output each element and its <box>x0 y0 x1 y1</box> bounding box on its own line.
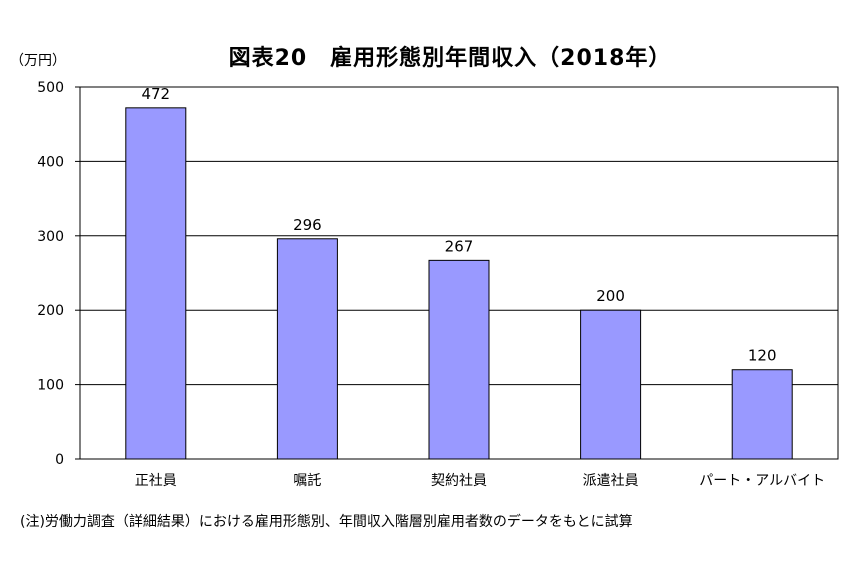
chart-title: 図表20 雇用形態別年間収入（2018年） <box>228 46 672 71</box>
y-tick-label: 100 <box>37 378 64 394</box>
data-label: 200 <box>596 287 625 305</box>
x-category-label: 嘱託 <box>293 473 321 489</box>
bar <box>276 238 338 460</box>
data-label: 120 <box>748 347 777 365</box>
bar <box>125 107 187 460</box>
y-tick-label: 500 <box>37 80 64 96</box>
y-tick-label: 400 <box>37 154 64 170</box>
data-label: 296 <box>293 216 322 234</box>
y-tick-label: 300 <box>37 229 64 245</box>
x-category-label: 契約社員 <box>431 473 487 489</box>
bar <box>731 369 793 460</box>
data-label: 472 <box>141 85 170 103</box>
bar <box>428 259 490 460</box>
y-tick-label: 200 <box>37 303 64 319</box>
x-category-label: 正社員 <box>135 473 177 489</box>
x-category-label: 派遣社員 <box>583 473 639 489</box>
y-tick-label: 0 <box>55 452 64 468</box>
x-category-label: パート・アルバイト <box>699 473 825 489</box>
chart-footnote: (注)労働力調査（詳細結果）における雇用形態別、年間収入階層別雇用者数のデータを… <box>20 514 633 530</box>
plot-area <box>79 86 839 460</box>
y-axis-unit: （万円） <box>10 53 66 69</box>
data-label: 267 <box>445 237 474 255</box>
bar <box>580 309 642 460</box>
